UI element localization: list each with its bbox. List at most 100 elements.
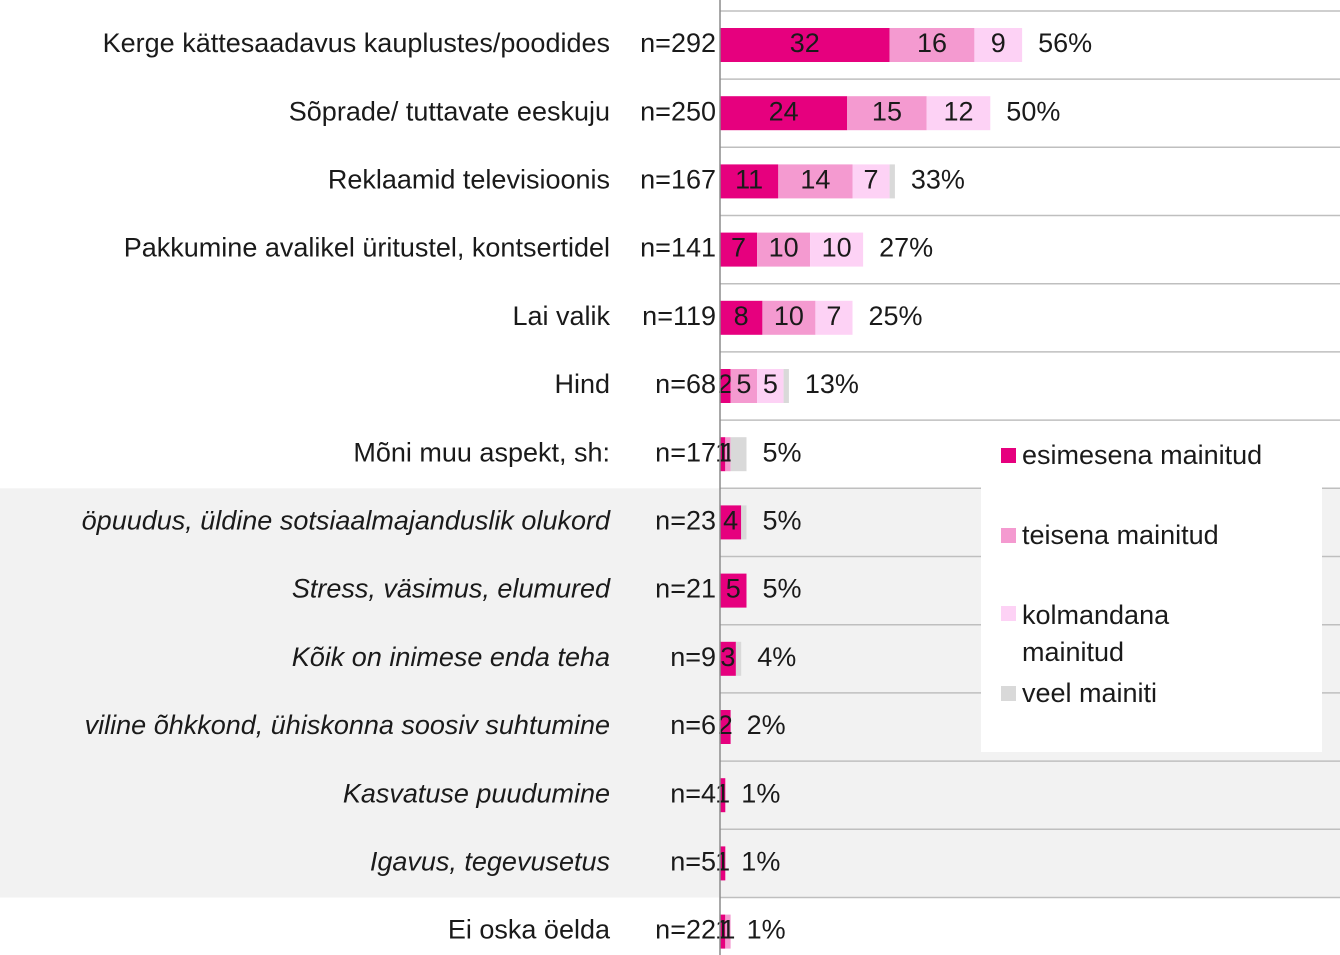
total-label: 1% [747, 915, 786, 945]
segment-label: 9 [991, 28, 1006, 58]
segment-label: 4 [723, 506, 738, 536]
legend-label: esimesena mainitud [1022, 440, 1263, 470]
bar-segment [720, 369, 731, 403]
category-label: Igavus, tegevusetus [370, 847, 610, 877]
total-label: 1% [741, 778, 780, 808]
legend: esimesena mainitud teisena mainitud kolman… [981, 421, 1322, 752]
category-label: Kõik on inimese enda teha [292, 642, 610, 672]
segment-label: 14 [800, 165, 830, 195]
bar-segment [720, 437, 726, 472]
category-label: Stress, väsimus, elumured [292, 574, 611, 604]
n-label: n=22 [655, 915, 716, 945]
segment-label: 5 [736, 369, 751, 399]
segment-label: 1 [715, 778, 730, 808]
n-label: n=119 [642, 301, 716, 331]
segment-label: 10 [822, 233, 852, 263]
bar-segment [889, 164, 895, 199]
segment-label: 24 [769, 96, 799, 126]
category-label: Pakkumine avalikel üritustel, kontsertid… [124, 233, 610, 263]
bar-segment [725, 914, 731, 949]
category-label: Reklaamid televisioonis [328, 165, 610, 195]
n-label: n=4 [670, 778, 716, 808]
bar-segment [757, 232, 811, 267]
total-label: 27% [879, 233, 933, 263]
segment-label: 12 [943, 96, 973, 126]
total-label: 5% [763, 574, 802, 604]
total-label: 1% [741, 847, 780, 877]
total-label: 5% [763, 506, 802, 536]
category-label: Kerge kättesaadavus kauplustes/poodides [103, 28, 610, 58]
total-label: 56% [1038, 28, 1092, 58]
bar-segment [889, 28, 975, 62]
segment-label: 7 [826, 301, 841, 331]
segment-label: 7 [864, 165, 879, 195]
bar-segment [741, 505, 747, 540]
segment-label: 5 [726, 574, 741, 604]
segment-label: 3 [720, 642, 735, 672]
legend-swatch [1001, 686, 1016, 701]
segment-label: 11 [735, 165, 763, 195]
category-label: öpuudus, üldine sotsiaalmajanduslik oluk… [82, 506, 611, 536]
segment-label: 8 [734, 301, 749, 331]
total-label: 5% [763, 437, 802, 467]
legend-item: esimesena mainitud [1001, 439, 1262, 471]
segment-label: 2 [718, 710, 733, 740]
bar-segment [783, 369, 789, 403]
bar-segment [735, 641, 742, 676]
total-label: 25% [869, 301, 923, 331]
segment-label: 1 [720, 915, 735, 945]
bar-segment [720, 573, 747, 608]
bar-segment [926, 96, 991, 131]
bar-segment [725, 437, 731, 472]
total-label: 50% [1006, 96, 1060, 126]
bar-segment [720, 778, 726, 813]
bar-segment [720, 710, 731, 744]
bar-segment [778, 164, 853, 199]
segment-label: 10 [774, 301, 804, 331]
segment-label: 15 [872, 96, 902, 126]
legend-item: veel mainiti [1001, 677, 1157, 709]
legend-label: kolmandana mainitud [1022, 600, 1170, 667]
n-label: n=292 [640, 28, 716, 58]
n-label: n=141 [640, 233, 716, 263]
bar-segment [815, 300, 853, 335]
category-label: viline õhkkond, ühiskonna soosiv suhtumi… [85, 710, 610, 740]
bar-segment [720, 914, 726, 949]
legend-swatch [1001, 606, 1016, 621]
n-label: n=5 [670, 847, 716, 877]
legend-swatch [1001, 448, 1016, 463]
legend-item: kolmandana mainitud [1001, 597, 1222, 671]
n-label: n=167 [640, 165, 716, 195]
bar-segment [730, 369, 758, 403]
total-label: 33% [911, 165, 965, 195]
segment-label: 5 [763, 369, 778, 399]
legend-swatch [1001, 528, 1016, 543]
bar-segment [757, 369, 784, 403]
bar-segment [852, 164, 890, 199]
segment-label: 32 [790, 28, 820, 58]
total-label: 2% [747, 710, 786, 740]
n-label: n=17 [655, 437, 716, 467]
segment-label: 10 [769, 233, 799, 263]
bar-segment [720, 846, 726, 881]
bar-segment [720, 232, 758, 267]
bar-segment [720, 505, 742, 540]
bar-segment [847, 96, 927, 131]
n-label: n=23 [655, 506, 716, 536]
bar-segment [762, 300, 816, 335]
bar-segment [720, 641, 736, 676]
category-label: Mõni muu aspekt, sh: [353, 437, 610, 467]
n-label: n=9 [670, 642, 716, 672]
legend-item: teisena mainitud [1001, 519, 1219, 551]
category-label: Lai valik [512, 301, 610, 331]
bar-segment [720, 164, 779, 199]
bar-segment [810, 232, 864, 267]
n-label: n=6 [670, 710, 716, 740]
bar-segment [974, 28, 1023, 62]
legend-label: veel mainiti [1022, 678, 1158, 708]
segment-label: 16 [917, 28, 947, 58]
legend-label: teisena mainitud [1022, 520, 1219, 550]
n-label: n=68 [655, 369, 716, 399]
n-label: n=21 [655, 574, 716, 604]
